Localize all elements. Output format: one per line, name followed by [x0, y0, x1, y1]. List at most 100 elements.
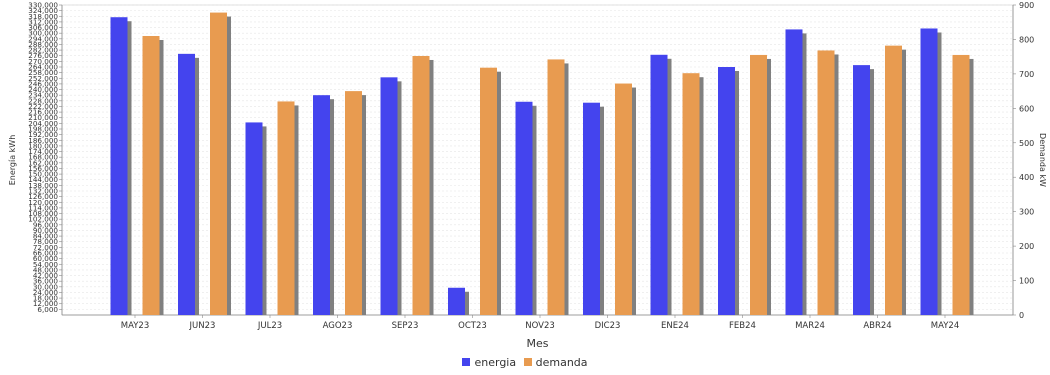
left-tick-label: 42,000	[33, 271, 59, 280]
left-tick-label: 216,000	[28, 108, 58, 117]
left-tick-label: 306,000	[28, 23, 58, 32]
left-tick-label: 156,000	[28, 164, 58, 173]
left-tick-label: 108,000	[28, 209, 58, 218]
right-tick-label: 800	[1019, 35, 1034, 44]
left-tick-label: 300,000	[28, 29, 58, 38]
left-tick-label: 276,000	[28, 51, 58, 60]
right-tick-label: 500	[1019, 139, 1034, 148]
right-tick-label: 200	[1019, 242, 1034, 251]
left-tick-label: 66,000	[33, 249, 59, 258]
bar-demanda-abr24	[885, 45, 902, 316]
bar-energia-jun23	[178, 53, 195, 316]
x-tick-label-nov23: NOV23	[525, 321, 555, 331]
left-tick-label: 114,000	[28, 203, 58, 212]
left-tick-label: 90,000	[33, 226, 59, 235]
bar-energia-oct23	[448, 287, 465, 315]
left-tick-label: 180,000	[28, 141, 58, 150]
left-tick-label: 78,000	[33, 237, 59, 246]
bar-demanda-sep23	[412, 55, 430, 315]
left-tick-label: 54,000	[33, 260, 59, 269]
legend-item-demanda: demanda	[523, 356, 588, 369]
left-tick-label: 192,000	[28, 130, 58, 139]
x-tick-label-jun23: JUN23	[189, 321, 216, 331]
left-tick-label: 60,000	[33, 254, 59, 263]
left-tick-label: 36,000	[33, 277, 59, 286]
x-tick-label-abr24: ABR24	[863, 321, 891, 331]
legend-label-demanda: demanda	[535, 356, 588, 369]
left-tick-label: 294,000	[28, 34, 58, 43]
left-tick-label: 234,000	[28, 91, 58, 100]
x-axis-title: Mes	[527, 337, 549, 350]
left-tick-label: 102,000	[28, 215, 58, 224]
bar-energia-jul23	[245, 122, 263, 315]
left-tick-label: 138,000	[28, 181, 58, 190]
left-tick-label: 174,000	[28, 147, 58, 156]
legend: energia demanda	[0, 356, 1050, 369]
right-tick-label: 900	[1019, 1, 1034, 10]
left-tick-label: 162,000	[28, 158, 58, 167]
left-tick-label: 84,000	[33, 232, 59, 241]
right-tick-label: 100	[1019, 277, 1034, 286]
bar-demanda-nov23	[547, 59, 565, 315]
left-tick-label: 258,000	[28, 68, 58, 77]
right-tick-label: 400	[1019, 173, 1034, 182]
left-tick-label: 264,000	[28, 63, 58, 72]
bar-demanda-may23	[142, 36, 160, 315]
bar-energia-feb24	[718, 67, 735, 315]
right-axis-title: Demanda kW	[1038, 133, 1047, 187]
left-tick-label: 72,000	[33, 243, 59, 252]
left-axis-title: Energía kWh	[8, 135, 17, 186]
left-tick-label: 240,000	[28, 85, 58, 94]
bar-energia-ago23	[313, 95, 330, 315]
left-tick-label: 270,000	[28, 57, 58, 66]
left-tick-label: 198,000	[28, 125, 58, 134]
left-tick-label: 96,000	[33, 220, 59, 229]
bar-energia-may23	[110, 17, 128, 315]
bar-demanda-ene24	[682, 73, 700, 315]
bar-energia-may24	[920, 28, 938, 315]
x-tick-label-ago23: AGO23	[323, 321, 353, 331]
x-tick-label-may24: MAY24	[931, 321, 960, 331]
right-tick-label: 300	[1019, 208, 1034, 217]
bar-demanda-ago23	[345, 91, 362, 315]
left-tick-label: 330,000	[28, 1, 58, 10]
x-tick-label-mar24: MAR24	[795, 321, 825, 331]
left-tick-label: 228,000	[28, 96, 58, 105]
x-tick-label-ene24: ENE24	[661, 321, 689, 331]
bar-demanda-jul23	[277, 101, 295, 315]
left-tick-label: 6,000	[37, 305, 58, 314]
right-tick-label: 0	[1019, 311, 1024, 320]
left-tick-label: 246,000	[28, 79, 58, 88]
x-tick-label-oct23: OCT23	[458, 321, 487, 331]
x-tick-label-jul23: JUL23	[257, 321, 282, 331]
left-tick-label: 132,000	[28, 187, 58, 196]
left-tick-label: 144,000	[28, 175, 58, 184]
bar-energia-sep23	[380, 77, 398, 315]
bar-energia-nov23	[515, 101, 533, 316]
left-tick-label: 312,000	[28, 17, 58, 26]
left-tick-label: 168,000	[28, 153, 58, 162]
left-tick-label: 150,000	[28, 170, 58, 179]
x-tick-label-dic23: DIC23	[595, 321, 621, 331]
bar-demanda-dic23	[615, 83, 632, 316]
legend-label-energia: energia	[474, 356, 517, 369]
legend-item-energia: energia	[462, 356, 516, 369]
bar-demanda-feb24	[750, 54, 767, 315]
legend-swatch-demanda	[523, 358, 532, 366]
left-tick-label: 324,000	[28, 6, 58, 15]
bar-demanda-oct23	[480, 67, 497, 315]
x-tick-label-sep23: SEP23	[392, 321, 419, 331]
left-tick-label: 318,000	[28, 12, 58, 21]
bar-energia-dic23	[583, 102, 600, 316]
left-tick-label: 282,000	[28, 46, 58, 55]
right-tick-label: 700	[1019, 70, 1034, 79]
x-tick-label-may23: MAY23	[121, 321, 150, 331]
left-tick-label: 288,000	[28, 40, 58, 49]
x-tick-label-feb24: FEB24	[729, 321, 756, 331]
bar-energia-mar24	[785, 29, 803, 315]
bar-energia-abr24	[853, 65, 870, 315]
left-tick-label: 252,000	[28, 74, 58, 83]
left-tick-label: 24,000	[33, 288, 59, 297]
